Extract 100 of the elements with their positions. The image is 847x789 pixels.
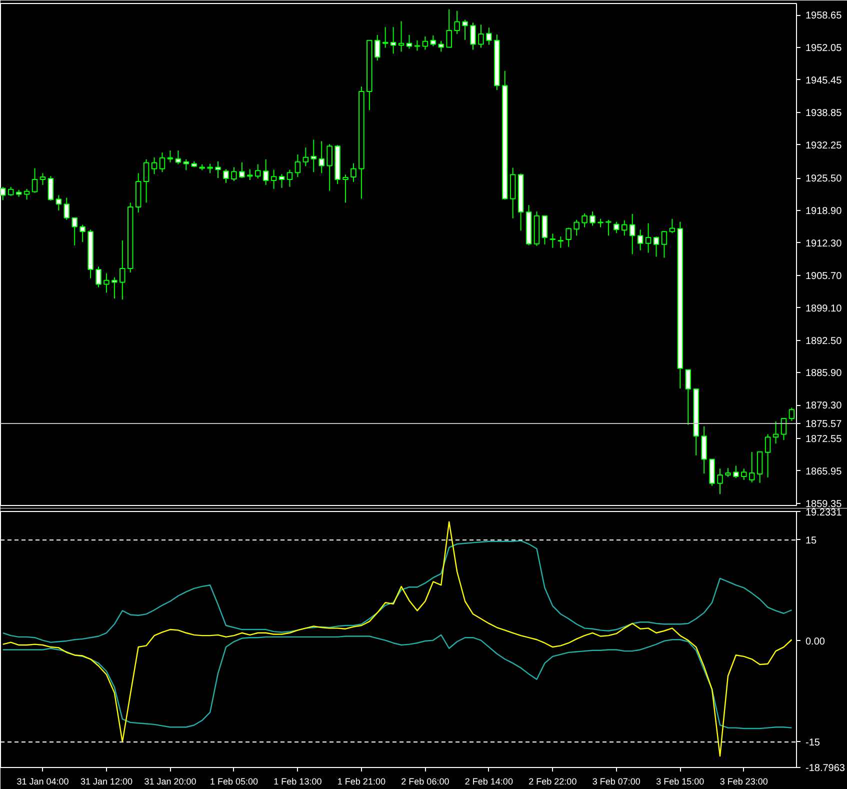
y-tick-label: 1958.65 <box>806 10 842 22</box>
y-tick-label: 1938.85 <box>806 108 842 119</box>
candlestick <box>454 10 460 34</box>
y-tick-label: 15 <box>806 535 818 546</box>
candlestick <box>96 266 102 288</box>
line-series <box>2 634 792 730</box>
candlestick <box>112 276 118 300</box>
candlestick <box>56 194 62 211</box>
candlestick <box>80 224 86 242</box>
candlestick <box>470 22 476 50</box>
y-tick-label: -18.7963 <box>806 763 846 774</box>
candlestick <box>374 34 380 62</box>
candlestick <box>318 140 324 174</box>
candlestick <box>231 166 237 182</box>
x-tick-label: 3 Feb 23:00 <box>720 776 768 786</box>
candlestick <box>438 40 444 52</box>
candlestick <box>406 34 412 50</box>
candlestick <box>733 465 739 478</box>
candlestick <box>772 420 779 444</box>
y-tick-label: 1952.05 <box>806 43 842 54</box>
candlestick <box>120 240 126 300</box>
candlestick <box>622 220 628 236</box>
ref-line-label: 1875.57 <box>806 419 842 430</box>
y-tick-label: -15 <box>806 737 820 748</box>
y-tick-label: 1945.45 <box>806 75 842 86</box>
candlestick <box>542 215 548 245</box>
candlestick <box>286 169 293 188</box>
candlestick <box>104 272 110 294</box>
candlestick <box>550 233 556 248</box>
y-tick-label: 1885.90 <box>806 368 842 380</box>
candlestick <box>629 213 636 255</box>
candlestick <box>247 168 253 181</box>
candlestick <box>143 158 150 204</box>
candlestick <box>422 36 428 50</box>
x-tick-label: 3 Feb 15:00 <box>656 776 704 786</box>
candlestick <box>64 197 70 220</box>
y-tick-label: 1865.95 <box>806 466 842 478</box>
x-tick-label: 1 Feb 21:00 <box>337 776 386 786</box>
candlestick <box>175 150 182 165</box>
candlestick <box>207 163 213 174</box>
candlestick <box>590 210 596 226</box>
candlestick <box>446 8 452 48</box>
x-tick-label: 31 Jan 20:00 <box>144 776 196 786</box>
y-tick-label: 0.00 <box>806 636 826 648</box>
candlestick <box>24 188 30 200</box>
x-tick-label: 2 Feb 14:00 <box>464 776 513 786</box>
line-series <box>2 521 792 757</box>
x-tick-label: 2 Feb 22:00 <box>528 776 577 786</box>
candlestick <box>390 26 396 54</box>
candlestick <box>215 160 221 179</box>
y-tick-label: 1932.25 <box>806 140 842 152</box>
y-tick-label: 1892.50 <box>806 336 842 347</box>
x-tick-label: 1 Feb 05:00 <box>210 776 258 786</box>
candlestick <box>254 164 261 180</box>
candlestick <box>151 156 158 175</box>
candlestick <box>382 26 388 48</box>
candlestick <box>741 468 747 480</box>
candlestick <box>350 162 356 182</box>
candlestick <box>183 158 190 171</box>
candlestick <box>717 468 723 495</box>
candlestick <box>756 450 763 484</box>
y-tick-label: 19.2331 <box>806 508 842 518</box>
line-series <box>2 540 792 643</box>
candlestick <box>239 162 245 179</box>
candlestick <box>685 369 692 426</box>
x-tick-label: 2 Feb 06:00 <box>401 776 450 786</box>
candlestick <box>637 229 644 251</box>
candlestick <box>167 150 174 163</box>
candlestick <box>701 426 707 474</box>
candlestick <box>574 219 580 236</box>
candlestick <box>40 172 46 186</box>
y-tick-label: 1912.30 <box>806 238 842 250</box>
x-tick-label: 31 Jan 12:00 <box>80 776 132 786</box>
candlestick <box>582 212 588 228</box>
candlestick <box>342 174 348 204</box>
candlestick <box>748 451 755 483</box>
candlestick <box>430 34 436 47</box>
candlestick <box>764 434 771 478</box>
y-tick-label: 1905.70 <box>806 270 842 282</box>
candlestick <box>566 227 572 248</box>
candlestick <box>661 230 668 258</box>
candlestick <box>606 219 612 236</box>
candlestick <box>270 169 277 190</box>
candlestick <box>294 154 301 178</box>
y-tick-label: 1918.90 <box>806 206 842 217</box>
candlestick <box>669 218 676 234</box>
y-tick-label: 1925.50 <box>806 174 842 185</box>
y-tick-label: 1859.35 <box>806 498 842 510</box>
candlestick <box>159 152 166 173</box>
candlestick <box>398 20 404 52</box>
candlestick <box>558 236 564 248</box>
candlestick <box>72 217 78 246</box>
candlestick <box>645 222 652 254</box>
candlestick <box>48 176 54 202</box>
candlestick <box>32 168 38 194</box>
candlestick <box>486 27 492 46</box>
candlestick <box>302 147 309 167</box>
candlestick <box>310 139 317 173</box>
candlestick <box>223 168 229 184</box>
candlestick <box>462 19 468 40</box>
